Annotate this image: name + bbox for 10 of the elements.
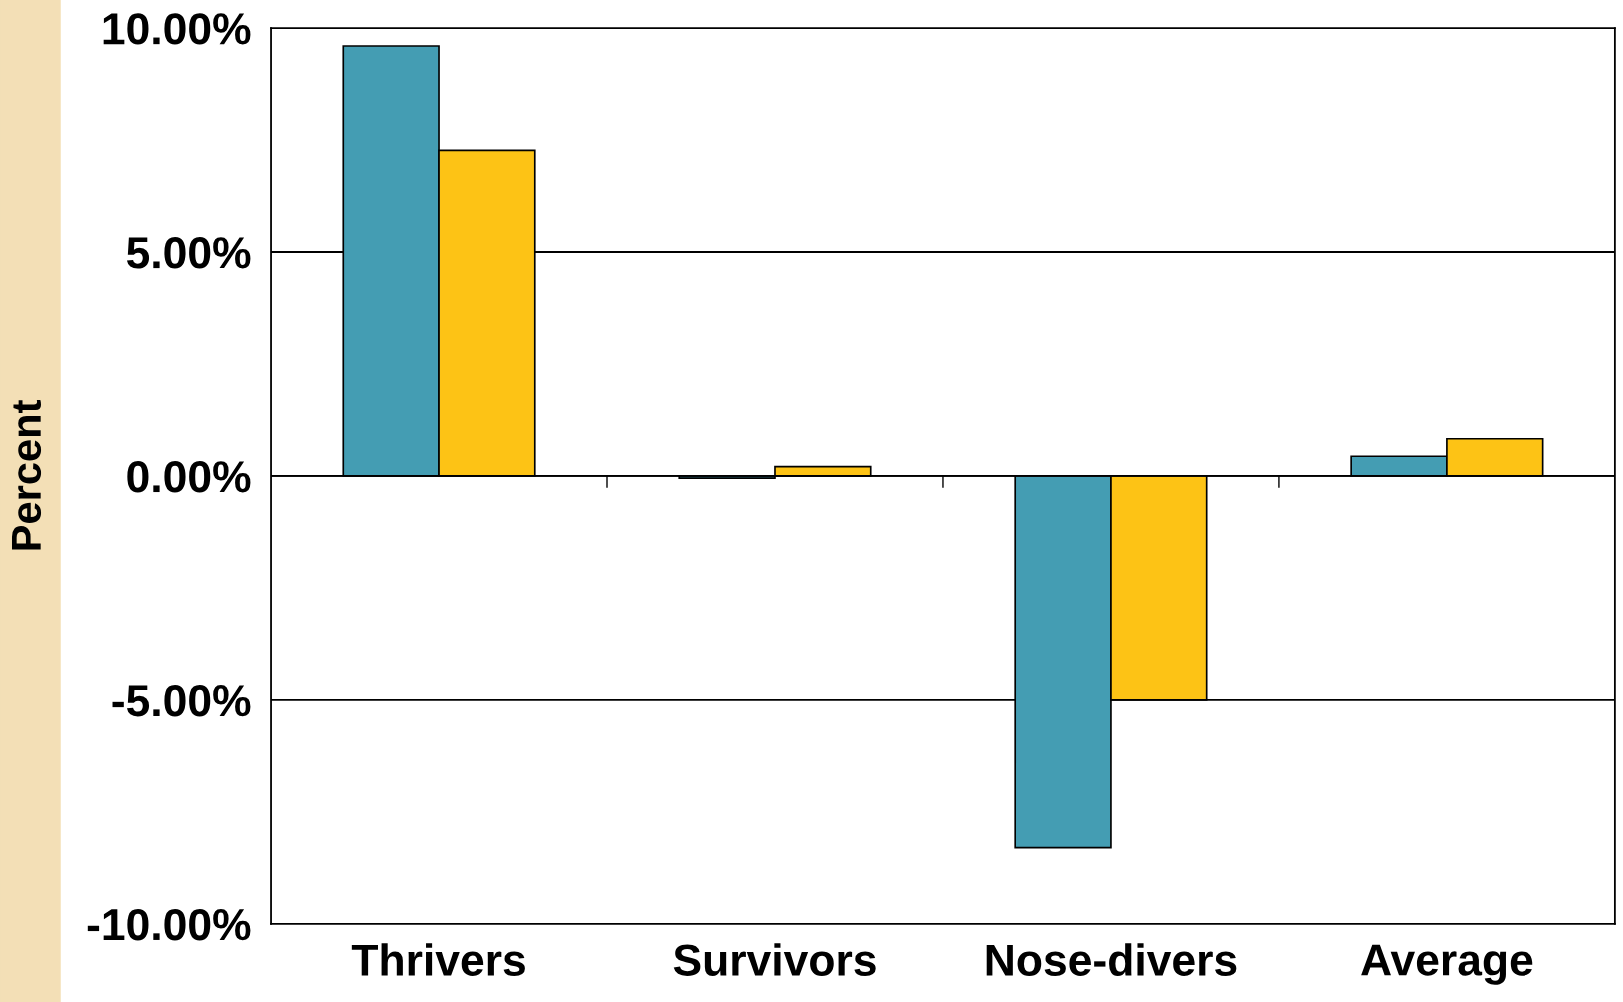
y-tick-label: 5.00%: [126, 237, 251, 269]
y-tick-label: 0.00%: [127, 461, 251, 493]
y-tick-label: 10.00%: [103, 13, 251, 45]
y-tick-label: -5.00%: [112, 684, 251, 717]
x-tick-label: Average: [1361, 944, 1533, 985]
x-tick-label: Thrivers: [351, 943, 525, 976]
x-tick-label: Nose-divers: [986, 943, 1237, 976]
x-tick-label: Survivors: [673, 943, 876, 976]
y-axis-title: Percent: [12, 400, 42, 550]
y-tick-label: -10.00%: [87, 908, 251, 941]
